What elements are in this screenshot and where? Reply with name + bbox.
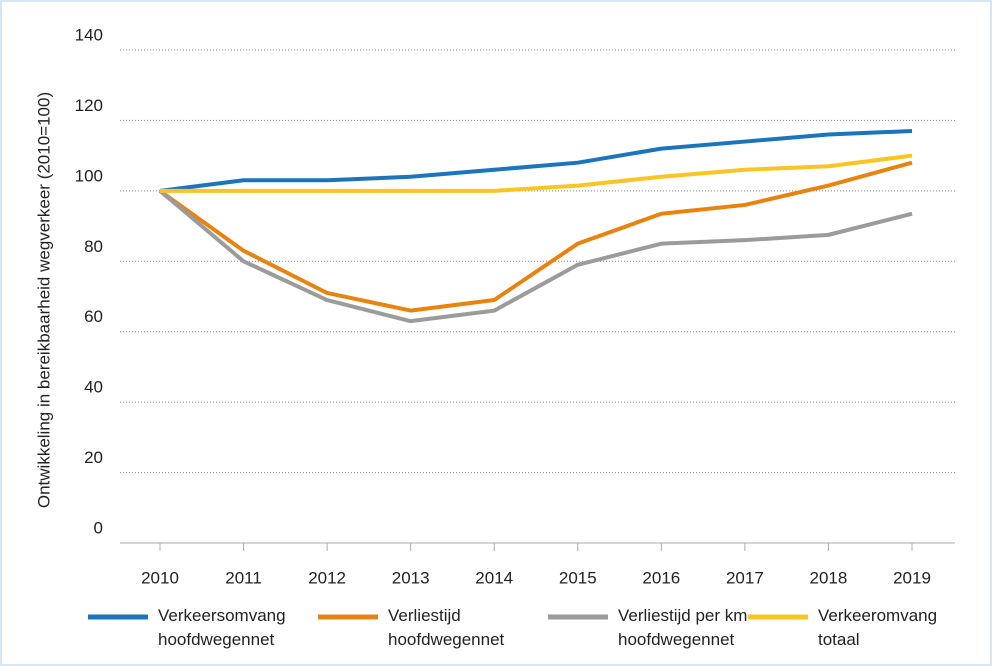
legend-label: Verkeersomvang hoofdwegennet [158,606,286,649]
series-line [158,189,913,324]
legend-line: hoofdwegennet [158,630,275,649]
x-tick-label: 2014 [475,568,513,587]
x-tick-label: 2013 [392,568,430,587]
legend-line: Verliestijd [388,606,461,625]
legend-label: Verliestijd hoofdwegennet [388,606,505,649]
x-tick-label: 2012 [308,568,346,587]
y-tick-label: 40 [84,378,103,397]
legend-line: Verliestijd per km [618,606,747,625]
y-tick-label: 100 [75,166,103,185]
x-tick-label: 2011 [225,568,262,587]
x-tick-label: 2010 [141,568,179,587]
legend-label: Verliestijd per km hoofdwegennet [618,606,747,649]
series-line [160,153,913,193]
x-tick-label: 2016 [642,568,680,587]
x-tick-label: 2018 [810,568,848,587]
y-axis-label: Ontwikkeling in bereikbaarheid wegverkee… [34,92,53,508]
y-tick-label: 0 [94,518,103,537]
series-line [159,128,913,193]
x-tick-label: 2015 [559,568,597,587]
y-tick-label: 140 [75,25,103,44]
x-tick-label: 2017 [726,568,764,587]
legend-line: hoofdwegennet [388,630,505,649]
series-line [158,160,913,313]
legend-line: Verkeeromvang [818,606,937,625]
legend-line: totaal [818,630,860,649]
y-tick-label: 60 [84,307,103,326]
y-tick-label: 120 [75,96,103,115]
y-tick-label: 80 [84,237,103,256]
legend-line: Verkeersomvang [158,606,286,625]
x-tick-label: 2019 [893,568,931,587]
legend-line: hoofdwegennet [618,630,735,649]
legend-label: Verkeeromvang totaal [818,606,937,649]
y-tick-label: 20 [84,448,103,467]
